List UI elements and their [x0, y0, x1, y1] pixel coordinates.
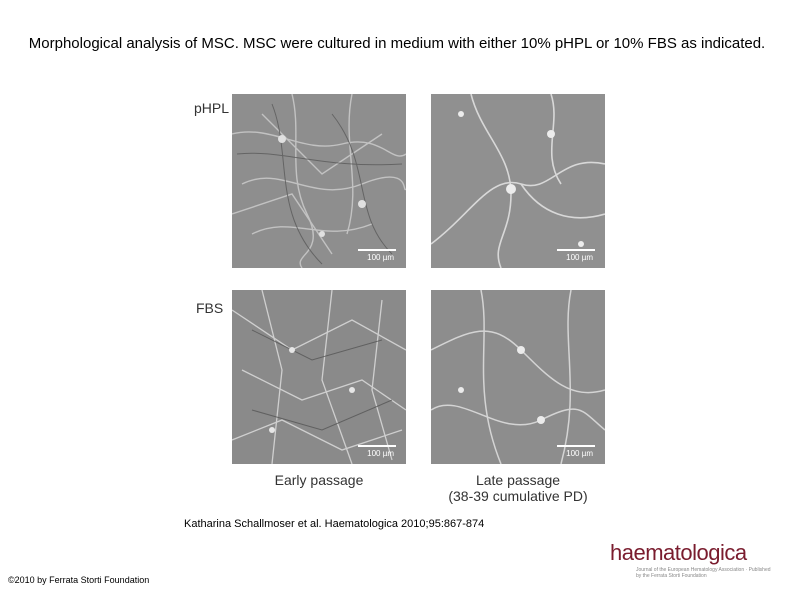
scale-bar-label: 100 µm [566, 253, 593, 262]
scale-bar-label: 100 µm [367, 449, 394, 458]
scale-bar-label: 100 µm [367, 253, 394, 262]
row-label-fbs: FBS [196, 300, 224, 316]
panel-phpl-late: 100 µm [431, 94, 605, 268]
microscopy-figure: pHPL FBS 100 µm [190, 88, 610, 508]
citation: Katharina Schallmoser et al. Haematologi… [184, 518, 485, 530]
scale-bar [557, 445, 595, 447]
haematologica-logo: haematologica Journal of the European He… [598, 540, 780, 580]
scale-bar-label: 100 µm [566, 449, 593, 458]
column-label-late-line2: (38-39 cumulative PD) [448, 488, 588, 504]
micrograph-texture [431, 290, 605, 464]
copyright: ©2010 by Ferrata Storti Foundation [8, 575, 150, 585]
micrograph-texture [232, 94, 406, 268]
panel-fbs-early: 100 µm [232, 290, 406, 464]
scale-bar [358, 445, 396, 447]
scale-bar [557, 249, 595, 251]
micrograph-texture [232, 290, 406, 464]
scale-bar [358, 249, 396, 251]
logo-tagline: Journal of the European Hematology Assoc… [636, 567, 771, 579]
column-label-early: Early passage [274, 472, 364, 488]
panel-phpl-early: 100 µm [232, 94, 406, 268]
micrograph-texture [431, 94, 605, 268]
row-label-phpl: pHPL [194, 100, 230, 116]
logo-wordmark: haematologica [610, 540, 747, 565]
panel-fbs-late: 100 µm [431, 290, 605, 464]
column-label-late-line1: Late passage [475, 472, 561, 488]
column-label-late: Late passage (38-39 cumulative PD) [431, 472, 605, 504]
slide-title: Morphological analysis of MSC. MSC were … [28, 35, 766, 52]
